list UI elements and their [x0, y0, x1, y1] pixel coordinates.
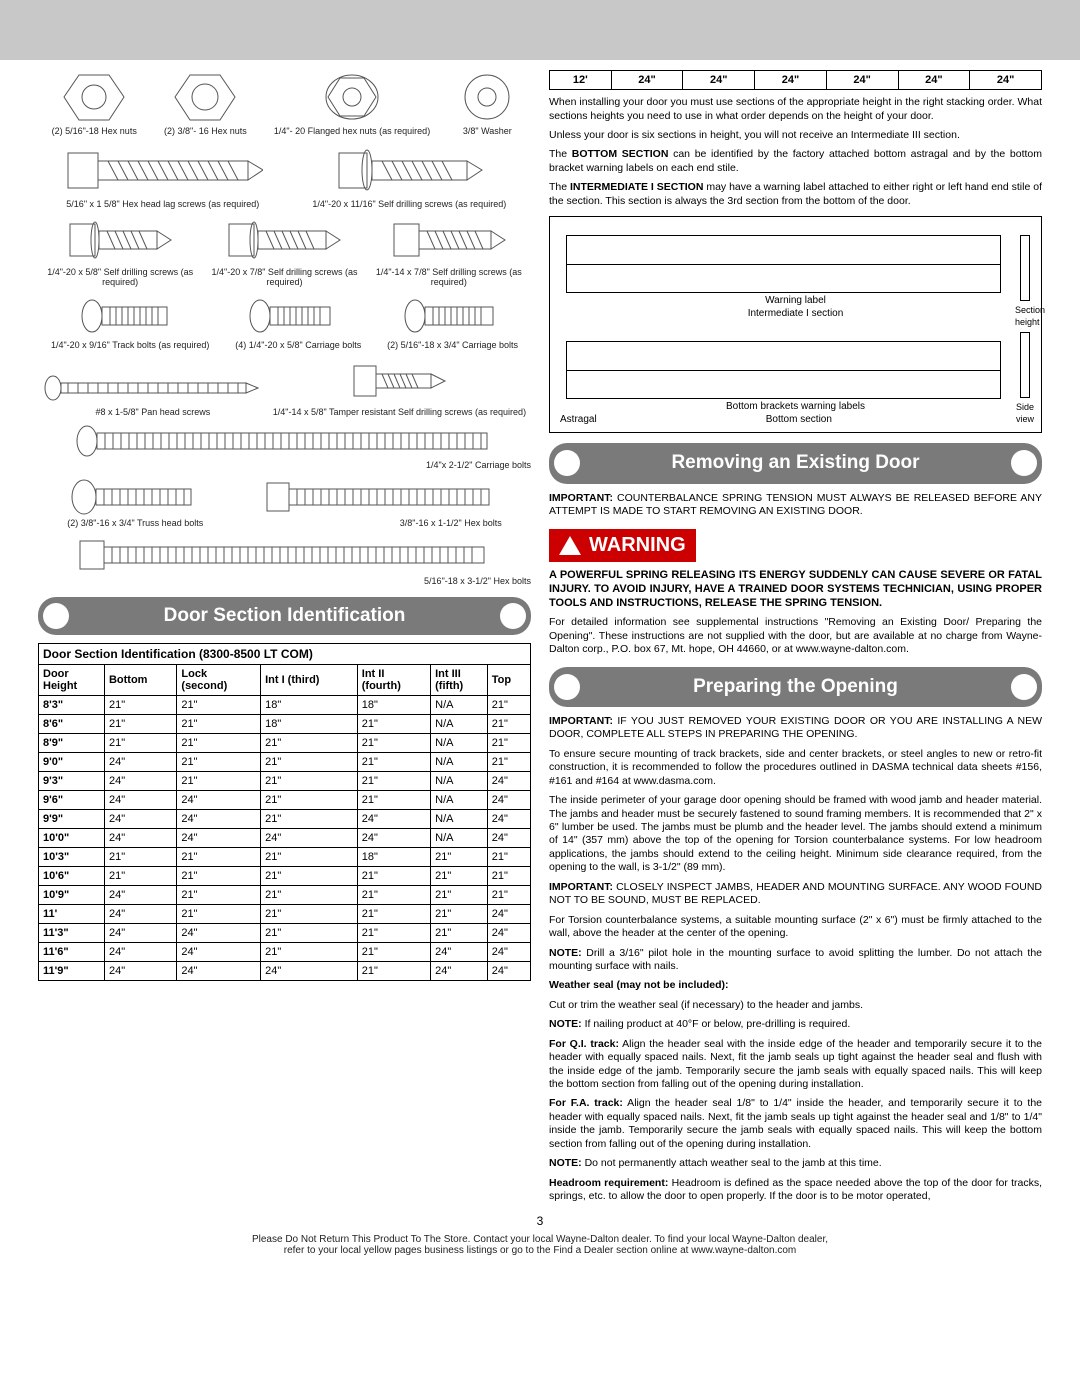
- paragraph: For detailed information see supplementa…: [549, 616, 1042, 656]
- paragraph: When installing your door you must use s…: [549, 96, 1042, 123]
- hw-label: 3/8" Washer: [457, 127, 517, 137]
- hw-label: 5/16" x 1 5/8" Hex head lag screws (as r…: [63, 200, 263, 210]
- hw-label: 1/4"-20 x 9/16" Track bolts (as required…: [51, 341, 209, 351]
- table-row: 11'9"24"24"24"21"24"24": [39, 962, 531, 981]
- table-header-cell: Top: [487, 665, 530, 696]
- paragraph: Cut or trim the weather seal (if necessa…: [549, 999, 1042, 1012]
- table-header-cell: Int I (third): [261, 665, 358, 696]
- hw-label: 1/4"- 20 Flanged hex nuts (as required): [274, 127, 430, 137]
- paragraph: The BOTTOM SECTION can be identified by …: [549, 148, 1042, 175]
- table-row: 8'9"21"21"21"21"N/A21": [39, 734, 531, 753]
- section-diagram: Section height Side view Warning label I…: [549, 216, 1042, 433]
- warning-badge: WARNING: [549, 529, 696, 563]
- table-header-cell: Int II (fourth): [357, 665, 430, 696]
- warning-body: A POWERFUL SPRING RELEASING ITS ENERGY S…: [549, 568, 1042, 610]
- note: NOTE: Drill a 3/16" pilot hole in the mo…: [549, 947, 1042, 974]
- warning-triangle-icon: [559, 536, 581, 555]
- important-note: IMPORTANT: COUNTERBALANCE SPRING TENSION…: [549, 492, 1042, 519]
- hw-label: (2) 3/8"-16 x 3/4" Truss head bolts: [67, 519, 203, 529]
- hw-label: (2) 5/16"-18 x 3/4" Carriage bolts: [387, 341, 518, 351]
- important-note: IMPORTANT: CLOSELY INSPECT JAMBS, HEADER…: [549, 881, 1042, 908]
- hw-label: 1/4"-20 x 11/16" Self drilling screws (a…: [312, 200, 506, 210]
- table-row: 10'6"21"21"21"21"21"21": [39, 867, 531, 886]
- table-row: 11'3"24"24"21"21"21"24": [39, 924, 531, 943]
- table-header-cell: Int III (fifth): [431, 665, 488, 696]
- table-title: Door Section Identification (8300-8500 L…: [39, 644, 531, 665]
- top-size-row: 12'24"24"24"24"24"24": [549, 70, 1042, 90]
- hw-label: (4) 1/4"-20 x 5/8" Carriage bolts: [235, 341, 361, 351]
- table-row: 9'0"24"21"21"21"N/A21": [39, 753, 531, 772]
- removing-door-header: Removing an Existing Door: [549, 443, 1042, 483]
- important-note: IMPORTANT: IF YOU JUST REMOVED YOUR EXIS…: [549, 715, 1042, 742]
- hw-label: 1/4"x 2-1/2" Carriage bolts: [38, 461, 531, 471]
- note: NOTE: Do not permanently attach weather …: [549, 1157, 1042, 1170]
- paragraph: Unless your door is six sections in heig…: [549, 129, 1042, 142]
- note: NOTE: If nailing product at 40°F or belo…: [549, 1018, 1042, 1031]
- hw-label: (2) 3/8"- 16 Hex nuts: [164, 127, 247, 137]
- table-row: 9'6"24"24"21"21"N/A24": [39, 791, 531, 810]
- preparing-opening-header: Preparing the Opening: [549, 667, 1042, 707]
- table-header-cell: Lock (second): [177, 665, 261, 696]
- table-header-cell: Door Height: [39, 665, 105, 696]
- table-row: 8'3"21"21"18"18"N/A21": [39, 696, 531, 715]
- table-row: 9'3"24"21"21"21"N/A24": [39, 772, 531, 791]
- hw-label: 1/4"-20 x 5/8" Self drilling screws (as …: [38, 268, 202, 288]
- paragraph: The inside perimeter of your garage door…: [549, 794, 1042, 875]
- table-row: 8'6"21"21"18"21"N/A21": [39, 715, 531, 734]
- hw-label: 5/16"-18 x 3-1/2" Hex bolts: [38, 577, 531, 587]
- table-row: 10'9"24"21"21"21"21"21": [39, 886, 531, 905]
- table-row: 10'3"21"21"21"18"21"21": [39, 848, 531, 867]
- paragraph: For Torsion counterbalance systems, a su…: [549, 914, 1042, 941]
- paragraph: For Q.I. track: Align the header seal wi…: [549, 1038, 1042, 1092]
- door-section-id-table: Door Section Identification (8300-8500 L…: [38, 643, 531, 981]
- hardware-illustrations: (2) 5/16"-18 Hex nuts (2) 3/8"- 16 Hex n…: [38, 70, 531, 587]
- page-number: 3: [0, 1214, 1080, 1228]
- door-section-id-header: Door Section Identification: [38, 597, 531, 635]
- paragraph: To ensure secure mounting of track brack…: [549, 748, 1042, 788]
- weather-seal-heading: Weather seal (may not be included):: [549, 979, 1042, 992]
- table-header-cell: Bottom: [104, 665, 176, 696]
- paragraph: For F.A. track: Align the header seal 1/…: [549, 1097, 1042, 1151]
- hw-label: 1/4"-20 x 7/8" Self drilling screws (as …: [202, 268, 366, 288]
- paragraph: The INTERMEDIATE I SECTION may have a wa…: [549, 181, 1042, 208]
- top-gray-bar: [0, 0, 1080, 60]
- table-row: 10'0"24"24"24"24"N/A24": [39, 829, 531, 848]
- footer: Please Do Not Return This Product To The…: [0, 1228, 1080, 1268]
- hw-label: 1/4"-14 x 5/8" Tamper resistant Self dri…: [273, 408, 526, 418]
- hw-label: 3/8"-16 x 1-1/2" Hex bolts: [262, 519, 502, 529]
- hw-label: #8 x 1-5/8" Pan head screws: [43, 408, 263, 418]
- paragraph: Headroom requirement: Headroom is define…: [549, 1177, 1042, 1204]
- table-row: 9'9"24"24"21"24"N/A24": [39, 810, 531, 829]
- hw-label: (2) 5/16"-18 Hex nuts: [52, 127, 137, 137]
- hw-label: 1/4"-14 x 7/8" Self drilling screws (as …: [367, 268, 531, 288]
- table-row: 11'6"24"24"21"21"24"24": [39, 943, 531, 962]
- table-row: 11'24"21"21"21"21"24": [39, 905, 531, 924]
